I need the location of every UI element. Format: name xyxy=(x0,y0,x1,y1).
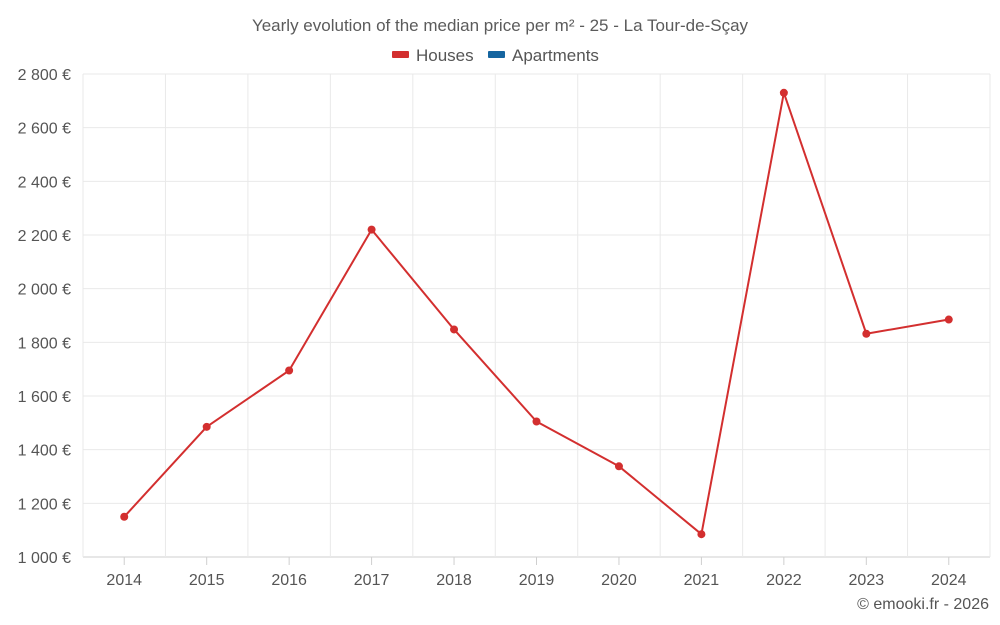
grid xyxy=(82,73,991,558)
data-point[interactable] xyxy=(367,225,376,234)
data-point[interactable] xyxy=(697,530,706,539)
x-tick-label: 2016 xyxy=(271,572,307,589)
legend: Houses Apartments xyxy=(392,46,599,65)
legend-item-apartments[interactable]: Apartments xyxy=(488,46,599,65)
y-tick-label: 1 600 € xyxy=(18,389,71,406)
data-point[interactable] xyxy=(285,366,294,375)
x-tick-label: 2018 xyxy=(436,572,472,589)
y-tick-label: 1 000 € xyxy=(18,550,71,567)
x-tick-label: 2023 xyxy=(849,572,885,589)
legend-label-houses: Houses xyxy=(416,46,474,65)
y-tick-label: 2 400 € xyxy=(18,174,71,191)
data-point[interactable] xyxy=(944,315,953,324)
x-tick-label: 2022 xyxy=(766,572,802,589)
x-tick-label: 2014 xyxy=(106,572,142,589)
data-point[interactable] xyxy=(614,462,623,471)
series-houses xyxy=(120,88,953,539)
x-tick-label: 2024 xyxy=(931,572,967,589)
credit-text: © emooki.fr - 2026 xyxy=(857,596,989,613)
data-point[interactable] xyxy=(450,325,459,334)
y-tick-label: 1 200 € xyxy=(18,496,71,513)
data-point[interactable] xyxy=(532,417,541,426)
data-point[interactable] xyxy=(779,88,788,97)
x-tick-label: 2020 xyxy=(601,572,637,589)
y-tick-label: 2 200 € xyxy=(18,228,71,245)
data-point[interactable] xyxy=(862,329,871,338)
y-tick-label: 2 800 € xyxy=(18,67,71,84)
y-tick-label: 1 400 € xyxy=(18,443,71,460)
data-point[interactable] xyxy=(202,422,211,431)
x-tick-label: 2019 xyxy=(519,572,555,589)
y-axis-ticks: 1 000 € 1 200 € 1 400 € 1 600 € 1 800 € 2 000… xyxy=(18,67,71,567)
y-tick-label: 2 600 € xyxy=(18,121,71,138)
y-tick-label: 2 000 € xyxy=(18,282,71,299)
legend-swatch-apartments xyxy=(488,51,505,58)
x-tick-label: 2015 xyxy=(189,572,225,589)
chart-title: Yearly evolution of the median price per… xyxy=(252,16,749,35)
legend-label-apartments: Apartments xyxy=(512,46,599,65)
data-point[interactable] xyxy=(120,512,129,521)
x-axis-ticks: 2014 2015 2016 2017 2018 2019 2020 2021 2022 2023… xyxy=(106,557,967,589)
y-tick-label: 1 800 € xyxy=(18,335,71,352)
x-tick-label: 2017 xyxy=(354,572,390,589)
legend-item-houses[interactable]: Houses xyxy=(392,46,474,65)
x-tick-label: 2021 xyxy=(684,572,720,589)
legend-swatch-houses xyxy=(392,51,409,58)
